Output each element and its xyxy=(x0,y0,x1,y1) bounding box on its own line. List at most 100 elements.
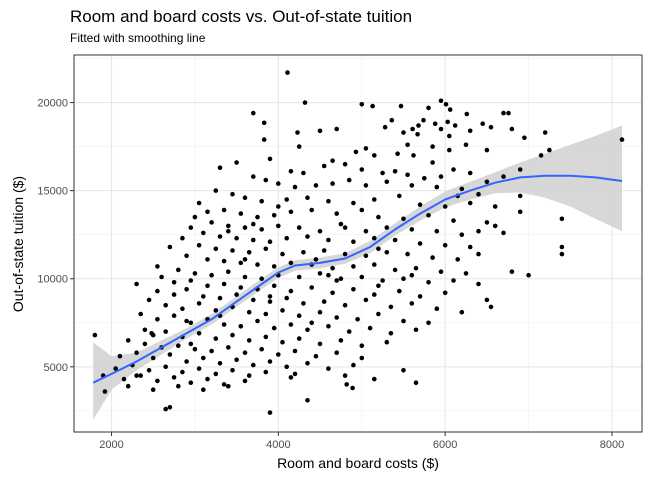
data-point xyxy=(288,169,294,174)
data-point xyxy=(388,304,394,310)
data-point xyxy=(301,301,306,306)
data-point xyxy=(234,357,239,363)
data-point xyxy=(242,274,248,280)
data-point xyxy=(363,228,369,234)
data-point xyxy=(176,383,181,389)
data-point xyxy=(367,325,373,331)
data-point xyxy=(238,211,244,216)
data-point xyxy=(184,318,189,324)
data-point xyxy=(276,181,281,186)
data-point xyxy=(271,283,277,289)
data-point xyxy=(417,202,423,207)
data-point xyxy=(455,257,461,262)
data-point xyxy=(353,149,359,155)
data-point xyxy=(506,110,511,116)
data-point xyxy=(413,380,419,386)
data-point xyxy=(234,235,239,241)
data-point xyxy=(205,376,210,382)
data-point xyxy=(401,276,406,282)
data-point xyxy=(242,195,248,200)
data-point xyxy=(226,223,231,229)
data-point xyxy=(351,200,356,206)
data-point xyxy=(113,366,118,371)
data-point xyxy=(205,209,210,215)
data-point xyxy=(430,144,435,149)
data-point xyxy=(238,285,244,290)
data-point xyxy=(163,364,168,370)
data-point xyxy=(251,297,256,303)
data-point xyxy=(288,209,294,215)
data-point xyxy=(382,124,388,130)
data-point xyxy=(176,267,181,273)
data-point xyxy=(355,317,360,322)
data-point xyxy=(271,213,277,218)
data-point xyxy=(188,225,194,230)
data-point xyxy=(417,241,423,246)
data-point xyxy=(522,135,527,141)
data-point xyxy=(392,169,398,174)
data-point xyxy=(292,184,298,190)
data-point xyxy=(271,264,277,269)
data-point xyxy=(350,385,355,391)
y-axis-ticks: 5000 10000 15000 20000 xyxy=(37,98,74,374)
data-point xyxy=(171,375,177,380)
y-tick-label: 15000 xyxy=(37,186,68,198)
data-point xyxy=(255,262,260,267)
chart-subtitle: Fitted with smoothing line xyxy=(70,31,206,45)
data-point xyxy=(395,151,400,156)
data-point xyxy=(401,318,406,324)
data-point xyxy=(246,309,252,315)
data-point xyxy=(142,327,148,333)
data-point xyxy=(384,225,390,230)
data-point xyxy=(313,353,319,359)
data-point xyxy=(184,253,189,259)
data-point xyxy=(330,158,335,163)
data-point xyxy=(288,322,294,327)
data-point xyxy=(547,147,552,153)
data-point xyxy=(409,183,415,188)
data-point xyxy=(417,294,423,299)
data-point xyxy=(372,235,377,241)
data-point xyxy=(380,170,385,176)
data-point xyxy=(102,389,108,394)
data-point xyxy=(416,123,421,128)
data-point xyxy=(217,165,223,170)
data-point xyxy=(442,290,448,296)
smoothing-line xyxy=(92,174,623,384)
y-axis-label: Out-of-state tuition ($) xyxy=(10,175,26,313)
data-point xyxy=(305,195,310,200)
data-point xyxy=(317,341,323,347)
data-point xyxy=(330,290,335,296)
data-point xyxy=(559,251,565,257)
data-point xyxy=(267,239,273,244)
data-point xyxy=(517,193,523,199)
data-point xyxy=(463,142,469,148)
data-point xyxy=(413,327,419,333)
data-point xyxy=(376,283,381,289)
data-point xyxy=(397,193,402,199)
data-point xyxy=(409,301,415,306)
data-point xyxy=(451,167,456,172)
data-point xyxy=(488,124,494,130)
data-point xyxy=(188,278,194,283)
data-point xyxy=(221,281,227,287)
data-point xyxy=(488,304,494,310)
data-point xyxy=(167,244,173,250)
data-point xyxy=(447,107,453,112)
data-point xyxy=(338,276,344,282)
data-point xyxy=(430,160,435,165)
data-point xyxy=(438,269,444,275)
data-point xyxy=(363,297,369,303)
data-point xyxy=(138,373,143,378)
data-point xyxy=(292,371,298,377)
data-point xyxy=(163,302,168,308)
data-point xyxy=(163,329,168,334)
data-point xyxy=(501,174,506,179)
data-point xyxy=(426,320,431,326)
data-point xyxy=(342,373,348,378)
data-point xyxy=(217,234,223,239)
data-point xyxy=(388,331,394,336)
data-point xyxy=(326,324,331,329)
data-point xyxy=(288,288,294,294)
data-point xyxy=(451,278,456,283)
